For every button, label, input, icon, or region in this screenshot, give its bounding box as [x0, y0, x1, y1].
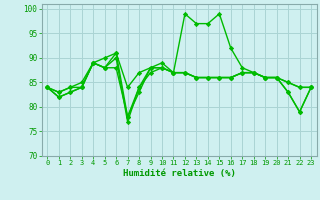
X-axis label: Humidité relative (%): Humidité relative (%) [123, 169, 236, 178]
